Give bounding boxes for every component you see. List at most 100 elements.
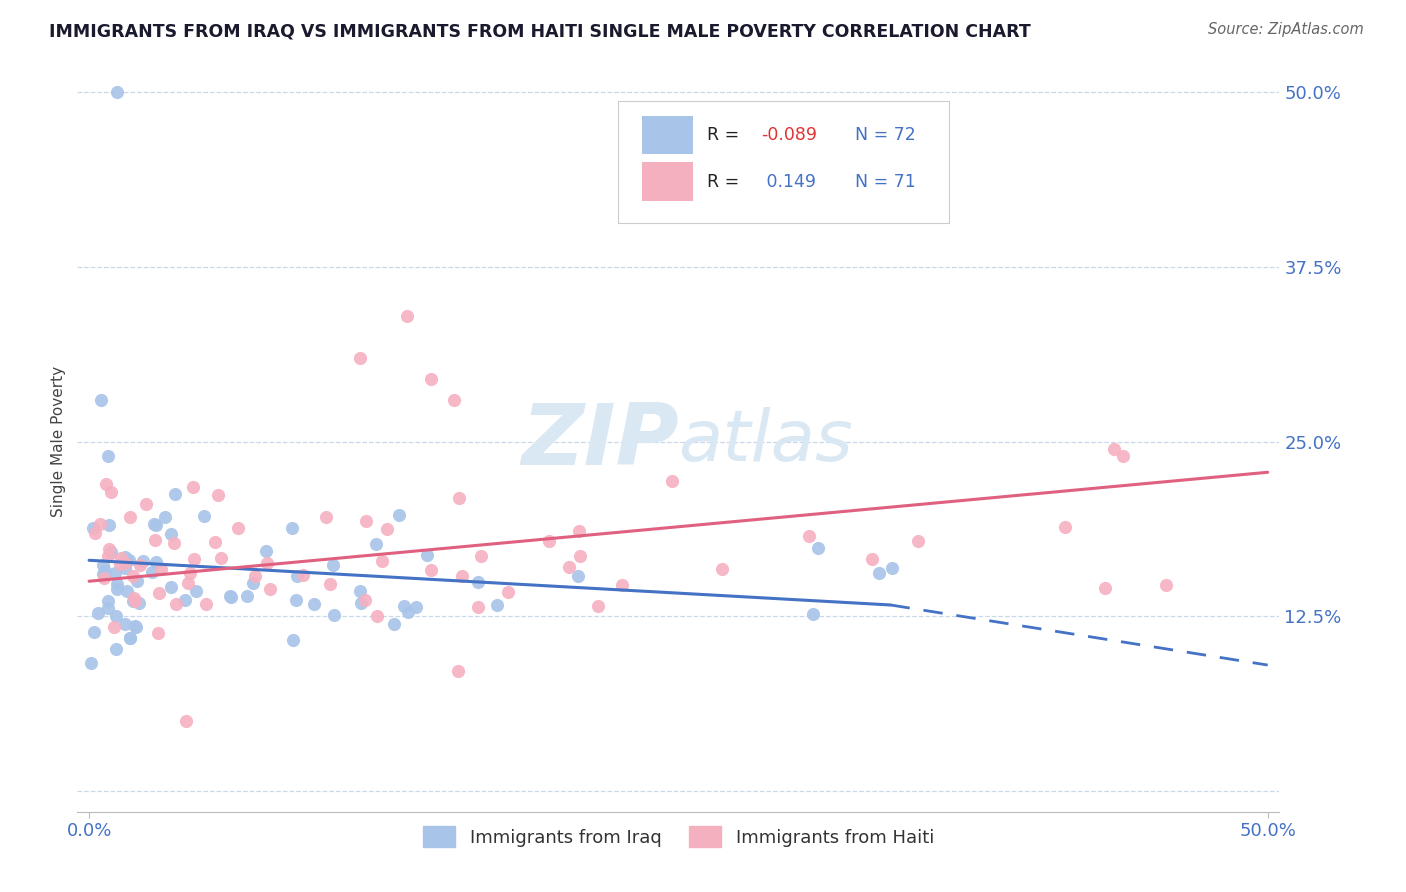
Point xyxy=(82,521,104,535)
Point xyxy=(114,561,136,575)
Point xyxy=(96,594,118,608)
Point xyxy=(405,600,427,615)
Point xyxy=(91,567,114,582)
Point xyxy=(711,562,734,576)
Point xyxy=(1094,581,1116,595)
Point xyxy=(569,549,592,563)
Point xyxy=(419,372,441,386)
Point xyxy=(104,609,127,624)
Text: IMMIGRANTS FROM IRAQ VS IMMIGRANTS FROM HAITI SINGLE MALE POVERTY CORRELATION CH: IMMIGRANTS FROM IRAQ VS IMMIGRANTS FROM … xyxy=(49,22,1031,40)
Point xyxy=(177,576,200,591)
Point xyxy=(121,594,143,608)
Point xyxy=(145,518,167,533)
Point xyxy=(141,565,163,579)
Legend: Immigrants from Iraq, Immigrants from Haiti: Immigrants from Iraq, Immigrants from Ha… xyxy=(416,819,941,855)
Point xyxy=(94,476,117,491)
Point xyxy=(375,522,398,536)
Point xyxy=(150,562,173,576)
Point xyxy=(284,593,307,607)
Point xyxy=(108,558,131,572)
Point xyxy=(120,632,142,646)
Point xyxy=(148,586,170,600)
Point xyxy=(322,558,344,572)
Point xyxy=(392,599,415,614)
Point xyxy=(353,593,375,607)
Point xyxy=(80,656,103,670)
Point xyxy=(801,607,824,621)
Point xyxy=(105,582,128,596)
Point xyxy=(567,569,589,583)
Point xyxy=(153,510,176,524)
Point xyxy=(129,558,152,573)
Point xyxy=(143,533,166,547)
Point xyxy=(447,665,470,679)
Point xyxy=(97,601,120,615)
Point xyxy=(1154,578,1177,592)
Point xyxy=(105,576,128,591)
Point xyxy=(104,566,127,580)
Point xyxy=(807,541,830,555)
Point xyxy=(350,596,373,610)
Point xyxy=(125,620,148,634)
Point xyxy=(181,480,204,494)
Point xyxy=(281,521,304,535)
Point xyxy=(183,552,205,566)
Point xyxy=(160,580,183,594)
Point xyxy=(356,514,378,528)
Point xyxy=(259,582,281,596)
Point xyxy=(105,641,128,656)
Point xyxy=(145,555,167,569)
Point xyxy=(366,609,388,624)
Point xyxy=(146,626,169,640)
Point xyxy=(610,578,633,592)
Point xyxy=(103,620,125,634)
Point xyxy=(84,526,107,541)
Text: ZIP: ZIP xyxy=(520,400,679,483)
Point xyxy=(349,584,371,599)
Point xyxy=(117,584,139,599)
Point xyxy=(97,549,120,563)
Point xyxy=(163,536,186,550)
Point xyxy=(467,600,489,615)
Point xyxy=(128,596,150,610)
Point xyxy=(396,605,419,619)
Point xyxy=(388,508,411,522)
Point xyxy=(396,309,419,323)
Point xyxy=(90,392,112,407)
Point xyxy=(537,534,560,549)
Point xyxy=(451,569,474,583)
FancyBboxPatch shape xyxy=(619,101,949,223)
Point xyxy=(118,553,141,567)
Point xyxy=(860,551,883,566)
Point xyxy=(174,593,197,607)
Point xyxy=(420,563,443,577)
Point xyxy=(226,521,249,535)
Point xyxy=(281,632,304,647)
Point xyxy=(467,574,489,589)
Point xyxy=(586,599,609,614)
Point xyxy=(254,543,277,558)
Point xyxy=(132,554,155,568)
Point xyxy=(292,567,315,582)
Point xyxy=(315,510,337,524)
Point xyxy=(907,534,929,549)
Point xyxy=(219,590,242,604)
Text: Source: ZipAtlas.com: Source: ZipAtlas.com xyxy=(1208,22,1364,37)
Point xyxy=(98,518,121,533)
Point xyxy=(285,568,308,582)
Point xyxy=(143,517,166,532)
FancyBboxPatch shape xyxy=(643,162,693,201)
Point xyxy=(1054,520,1077,534)
Point xyxy=(371,554,394,568)
Point xyxy=(124,594,146,608)
Point xyxy=(485,598,508,612)
Point xyxy=(1112,449,1135,463)
Point xyxy=(1104,442,1126,456)
Point xyxy=(243,569,266,583)
Text: N = 71: N = 71 xyxy=(855,173,915,191)
Point xyxy=(868,566,890,580)
Point xyxy=(302,597,325,611)
Point xyxy=(416,549,439,563)
Text: R =: R = xyxy=(707,173,745,191)
Point xyxy=(86,606,108,620)
